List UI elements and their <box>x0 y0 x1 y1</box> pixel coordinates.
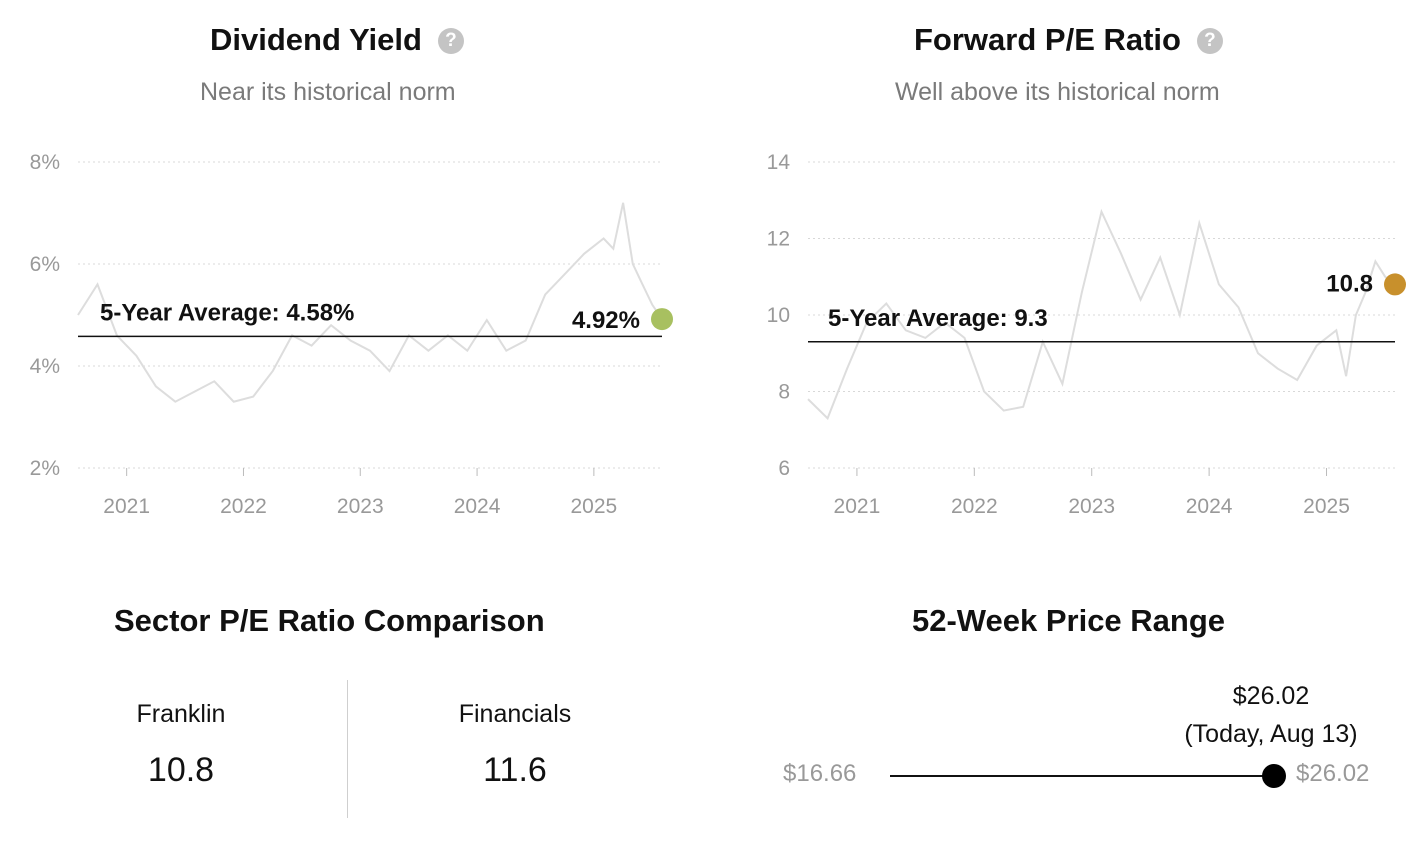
average-label: 5-Year Average: 9.3 <box>828 305 1048 332</box>
average-label: 5-Year Average: 4.58% <box>100 299 354 326</box>
current-value-label: 10.8 <box>1326 270 1373 297</box>
y-tick-label: 4% <box>30 355 60 378</box>
y-tick-label: 2% <box>30 457 60 480</box>
x-tick-label: 2021 <box>103 495 150 518</box>
sector-item-value: 10.8 <box>147 751 215 789</box>
y-tick-label: 6% <box>30 253 60 276</box>
x-tick-label: 2022 <box>951 495 998 518</box>
forward-pe-chart: 14 12 10 8 6 2021 2022 2023 2024 2025 5-Year Avera… <box>767 151 1406 518</box>
dividend-yield-title: Dividend Yield? <box>210 22 464 58</box>
x-tick-label: 2021 <box>834 495 881 518</box>
price-range-title: 52-Week Price Range <box>912 603 1226 638</box>
question-circle-icon[interactable]: ? <box>437 28 464 54</box>
x-tick-label: 2023 <box>1068 495 1115 518</box>
forward-pe-title-text: Forward P/E Ratio <box>914 22 1181 57</box>
sector-divider <box>347 680 348 818</box>
dividend-yield-subtitle: Near its historical norm <box>200 78 456 106</box>
sector-item-value: 11.6 <box>483 751 547 789</box>
current-value-label: 4.92% <box>572 307 640 334</box>
sector-item-label: Franklin <box>136 700 226 728</box>
x-tick-label: 2025 <box>571 495 618 518</box>
series-line <box>77 202 663 403</box>
price-range-current-note: (Today, Aug 13) <box>1184 720 1358 748</box>
forward-pe-title: Forward P/E Ratio? <box>914 22 1223 58</box>
price-range-marker <box>1262 764 1286 788</box>
question-circle-icon[interactable]: ? <box>1196 28 1223 54</box>
sector-item-label: Financials <box>458 700 572 728</box>
y-tick-label: 8 <box>778 381 790 404</box>
y-tick-label: 10 <box>767 304 790 327</box>
y-tick-label: 8% <box>30 151 60 174</box>
price-range-today-label: $26.02 (Today, Aug 13) <box>1151 677 1391 753</box>
dividend-yield-title-text: Dividend Yield <box>210 22 422 57</box>
sector-pe-title: Sector P/E Ratio Comparison <box>114 603 545 638</box>
forward-pe-subtitle: Well above its historical norm <box>895 78 1220 106</box>
price-range-low: $16.66 <box>783 760 857 787</box>
current-value-dot <box>1384 273 1406 296</box>
y-tick-label: 6 <box>778 457 790 480</box>
price-range-current-value: $26.02 <box>1232 682 1310 710</box>
series-line <box>807 208 1396 421</box>
x-tick-label: 2024 <box>1186 495 1233 518</box>
current-value-dot <box>651 308 673 331</box>
x-tick-label: 2023 <box>337 495 384 518</box>
sector-item-financials: Financials 11.6 <box>395 700 635 790</box>
y-tick-label: 14 <box>767 151 791 174</box>
price-range-track <box>890 775 1274 777</box>
price-range-high: $26.02 <box>1296 760 1370 787</box>
sector-item-franklin: Franklin 10.8 <box>61 700 301 790</box>
x-tick-label: 2025 <box>1303 495 1350 518</box>
x-tick-label: 2024 <box>454 495 501 518</box>
y-tick-label: 12 <box>767 228 790 251</box>
dividend-yield-chart: 8% 6% 4% 2% 2021 2022 2023 2024 2025 5-Year Avera… <box>30 151 673 518</box>
x-tick-label: 2022 <box>220 495 267 518</box>
